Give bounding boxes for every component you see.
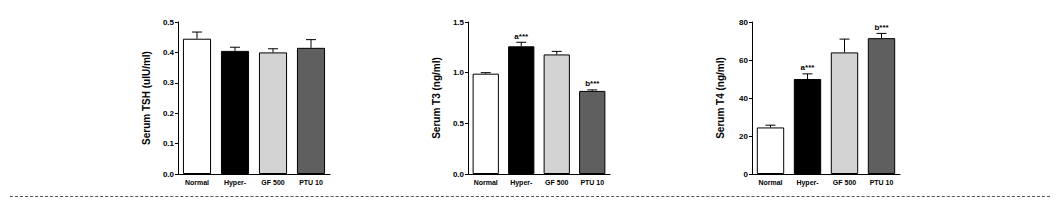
svg-text:PTU 10: PTU 10 — [299, 179, 323, 186]
svg-text:Hyper-: Hyper- — [510, 179, 533, 187]
svg-text:b***: b*** — [874, 23, 889, 32]
svg-text:1.0: 1.0 — [453, 68, 465, 77]
svg-text:0: 0 — [744, 170, 749, 179]
svg-text:80: 80 — [739, 18, 748, 27]
svg-text:Serum TSH (uIU/ml): Serum TSH (uIU/ml) — [141, 51, 152, 145]
svg-text:GF 500: GF 500 — [545, 179, 568, 186]
svg-text:0.5: 0.5 — [163, 18, 175, 27]
svg-text:a***: a*** — [514, 32, 529, 41]
svg-text:b***: b*** — [585, 79, 600, 88]
svg-text:a***: a*** — [801, 63, 816, 72]
svg-text:Normal: Normal — [474, 179, 498, 186]
svg-text:0.1: 0.1 — [163, 139, 175, 148]
svg-text:0.3: 0.3 — [163, 78, 175, 87]
svg-text:Hyper-: Hyper- — [224, 179, 247, 187]
svg-text:0.5: 0.5 — [453, 119, 465, 128]
svg-text:0.4: 0.4 — [163, 48, 175, 57]
svg-text:20: 20 — [739, 132, 748, 141]
svg-text:0.0: 0.0 — [163, 170, 175, 179]
svg-text:60: 60 — [739, 56, 748, 65]
svg-text:GF 500: GF 500 — [261, 179, 284, 186]
svg-text:1.5: 1.5 — [453, 18, 465, 27]
svg-text:PTU 10: PTU 10 — [580, 179, 604, 186]
svg-text:Normal: Normal — [185, 179, 209, 186]
svg-text:0.2: 0.2 — [163, 109, 175, 118]
svg-text:PTU 10: PTU 10 — [870, 179, 894, 186]
svg-text:Hyper-: Hyper- — [796, 179, 819, 187]
svg-text:40: 40 — [739, 94, 748, 103]
svg-text:0.0: 0.0 — [453, 170, 465, 179]
svg-text:Serum T3 (ng/ml): Serum T3 (ng/ml) — [431, 57, 442, 139]
svg-text:GF 500: GF 500 — [833, 179, 856, 186]
svg-text:Normal: Normal — [758, 179, 782, 186]
svg-text:Serum T4 (ng/ml): Serum T4 (ng/ml) — [715, 57, 726, 139]
